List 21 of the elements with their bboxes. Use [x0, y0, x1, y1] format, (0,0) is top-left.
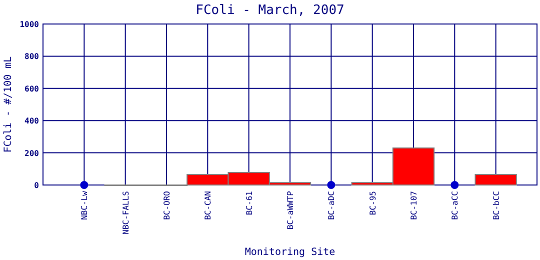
- x-tick-label: BC-ORO: [162, 190, 172, 220]
- bar: [474, 174, 517, 186]
- x-tick-label: NBC-Lw: [80, 190, 90, 220]
- y-tick-label: 800: [24, 52, 40, 62]
- x-tick-label: BC-aCC: [450, 190, 460, 220]
- y-tick-label: 400: [24, 116, 40, 126]
- y-axis-title: FColi - #/100 mL: [3, 56, 14, 153]
- y-tick-label: 0: [34, 181, 40, 190]
- chart-title: FColi - March, 2007: [196, 3, 344, 18]
- x-tick-label: BC-bCC: [492, 190, 501, 220]
- x-tick-label: BC-CAN: [204, 190, 213, 220]
- x-tick-label: NBC-FALLS: [121, 190, 130, 234]
- x-axis-title: Monitoring Site: [244, 247, 336, 258]
- x-tick-label: BC-95: [368, 190, 378, 216]
- x-tick-label: BC-107: [410, 190, 418, 220]
- x-tick-label: BC-aDC: [327, 190, 336, 220]
- y-tick-label: 600: [24, 84, 40, 94]
- x-tick-label: BC-61: [244, 190, 254, 216]
- x-tick-label: BC-aWWTP: [286, 190, 295, 230]
- y-tick-label: 200: [24, 148, 40, 158]
- y-tick-label: 1000: [20, 20, 40, 29]
